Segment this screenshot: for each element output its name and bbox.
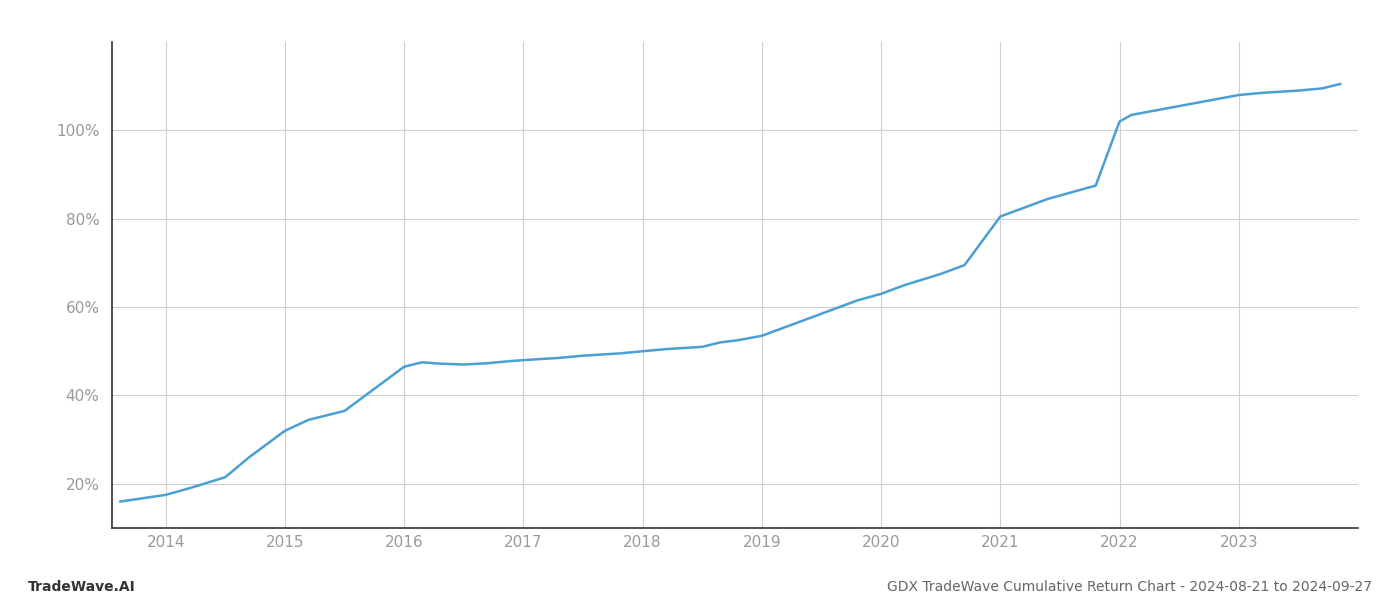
Text: GDX TradeWave Cumulative Return Chart - 2024-08-21 to 2024-09-27: GDX TradeWave Cumulative Return Chart - … [888, 580, 1372, 594]
Text: TradeWave.AI: TradeWave.AI [28, 580, 136, 594]
